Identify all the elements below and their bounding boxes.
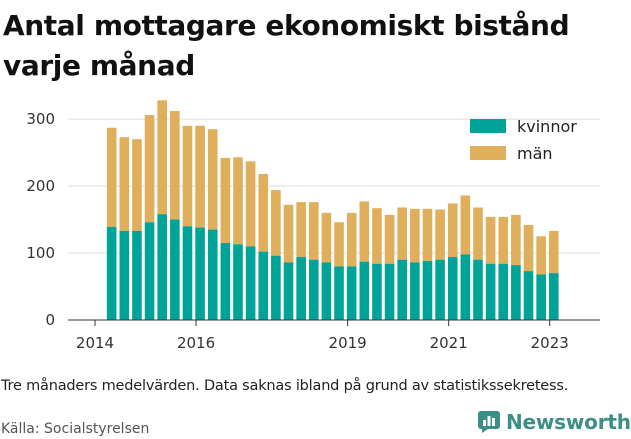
bar-kvinnor <box>435 259 445 320</box>
bar-kvinnor <box>195 227 205 320</box>
bar-man <box>498 216 509 264</box>
bar-kvinnor <box>258 251 269 320</box>
bar-kvinnor <box>384 263 395 320</box>
x-tick-label: 2016 <box>177 334 215 352</box>
bar-man <box>410 208 420 263</box>
x-tick-label: 2014 <box>76 334 114 352</box>
bar-man <box>447 203 458 258</box>
bar-man <box>485 216 496 264</box>
bar-kvinnor <box>308 259 319 320</box>
y-tick-label: 0 <box>45 311 55 329</box>
brand-logo[interactable]: Newsworthy <box>478 410 631 434</box>
bar-kvinnor <box>170 219 180 320</box>
bar-man <box>119 137 130 231</box>
bar-man <box>548 230 559 274</box>
bar-kvinnor <box>485 263 496 320</box>
bar-man <box>182 125 193 227</box>
bar-man <box>460 195 471 255</box>
source-note: Källa: Socialstyrelsen <box>1 421 150 437</box>
chart-title: Antal mottagare ekonomiskt bistånd varje… <box>3 6 628 86</box>
bar-kvinnor <box>207 229 218 320</box>
bar-man <box>473 207 483 260</box>
bar-kvinnor <box>460 254 471 320</box>
bar-man <box>321 212 332 263</box>
bar-kvinnor <box>397 259 407 320</box>
bar-man <box>170 111 180 220</box>
bar-man <box>308 202 319 260</box>
bar-kvinnor <box>271 255 281 320</box>
bar-man <box>397 207 407 260</box>
legend-label: män <box>517 144 553 163</box>
bar-kvinnor <box>245 246 256 320</box>
bar-man <box>283 204 294 263</box>
bar-man <box>435 209 445 260</box>
bar-man <box>359 201 370 262</box>
bar-kvinnor <box>296 257 306 320</box>
bar-man <box>144 115 155 223</box>
bar-kvinnor <box>498 263 509 320</box>
bar-kvinnor <box>283 262 294 320</box>
bar-man <box>384 214 395 264</box>
bar-man <box>245 161 256 247</box>
bar-kvinnor <box>359 261 370 320</box>
bar-kvinnor <box>372 263 382 320</box>
x-tick-label: 2021 <box>430 334 468 352</box>
bar-kvinnor <box>523 271 534 320</box>
bar-man <box>195 125 205 228</box>
y-tick-label: 200 <box>26 177 55 195</box>
legend-swatch <box>470 119 506 133</box>
bar-kvinnor <box>422 261 433 320</box>
bar-man <box>220 157 231 243</box>
legend-label: kvinnor <box>517 117 577 136</box>
y-tick-label: 300 <box>26 110 55 128</box>
bar-man <box>334 222 344 267</box>
bar-kvinnor <box>106 226 117 320</box>
bar-kvinnor <box>233 244 243 320</box>
bar-kvinnor <box>473 259 483 320</box>
bar-man <box>372 208 382 264</box>
legend-swatch <box>470 146 506 160</box>
bar-kvinnor <box>511 265 521 320</box>
bar-man <box>511 214 521 266</box>
bar-man <box>207 129 218 230</box>
y-tick-label: 100 <box>26 244 55 262</box>
bar-kvinnor <box>182 226 193 320</box>
brand-name: Newsworthy <box>506 410 631 434</box>
bar-kvinnor <box>334 266 344 320</box>
bar-kvinnor <box>119 230 130 320</box>
bar-chart-logo-icon <box>478 411 500 433</box>
bar-man <box>157 100 167 215</box>
bar-man <box>106 127 117 227</box>
chart-caption: Tre månaders medelvärden. Data saknas ib… <box>1 378 569 394</box>
bar-man <box>523 224 534 272</box>
x-tick-label: 2023 <box>531 334 569 352</box>
bar-kvinnor <box>157 214 167 320</box>
bar-kvinnor <box>220 242 231 320</box>
bar-man <box>422 208 433 262</box>
bar-kvinnor <box>321 262 332 320</box>
bar-kvinnor <box>548 273 559 320</box>
bar-man <box>536 236 546 275</box>
bar-kvinnor <box>410 262 420 320</box>
bar-kvinnor <box>132 230 142 320</box>
chart-title-line-1: Antal mottagare ekonomiskt bistånd <box>3 9 570 42</box>
bar-man <box>271 190 281 256</box>
bar-kvinnor <box>536 274 546 320</box>
bar-kvinnor <box>447 257 458 320</box>
bar-man <box>132 139 142 231</box>
bar-kvinnor <box>144 222 155 320</box>
bar-man <box>346 212 357 267</box>
bar-man <box>233 157 243 245</box>
bar-man <box>258 174 269 252</box>
bar-kvinnor <box>346 266 357 320</box>
chart-title-line-2: varje månad <box>3 49 195 82</box>
bar-man <box>296 202 306 258</box>
x-tick-label: 2019 <box>329 334 367 352</box>
